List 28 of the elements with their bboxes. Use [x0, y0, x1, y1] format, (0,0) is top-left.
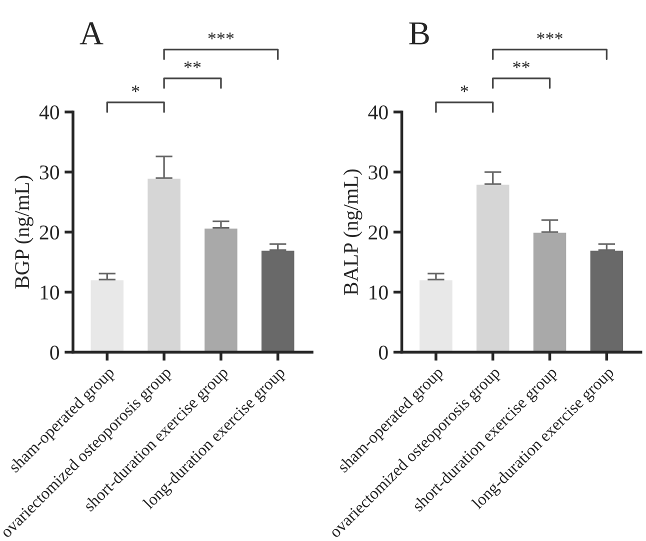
text: *** — [208, 32, 234, 40]
text: * — [132, 86, 140, 92]
bar — [89, 278, 125, 352]
y-axis-title: BALP (ng/mL) — [343, 169, 362, 296]
y-tick-label: 30 — [40, 165, 60, 180]
bar — [475, 183, 511, 352]
bar — [146, 177, 182, 352]
y-tick-label: 10 — [370, 286, 388, 300]
bar — [588, 249, 624, 352]
chart-title: B — [409, 22, 429, 44]
y-tick-label: 30 — [368, 165, 388, 180]
text: * — [460, 86, 468, 92]
chart-title: A — [80, 22, 104, 44]
y-tick-label: 20 — [368, 225, 388, 240]
y-tick-label: 10 — [40, 286, 60, 300]
text: ** — [184, 61, 201, 68]
text: ** — [513, 61, 530, 68]
bar — [418, 278, 454, 352]
bar — [532, 231, 568, 352]
y-tick-label: 40 — [368, 105, 388, 120]
y-tick-label: 0 — [50, 346, 60, 360]
bar — [203, 227, 239, 352]
y-axis-title: BGP (ng/mL) — [14, 176, 34, 289]
y-tick-label: 20 — [40, 225, 60, 240]
bar — [260, 249, 296, 352]
y-tick-label: 0 — [378, 346, 388, 360]
text: *** — [537, 32, 562, 40]
y-tick-label: 40 — [39, 105, 60, 120]
